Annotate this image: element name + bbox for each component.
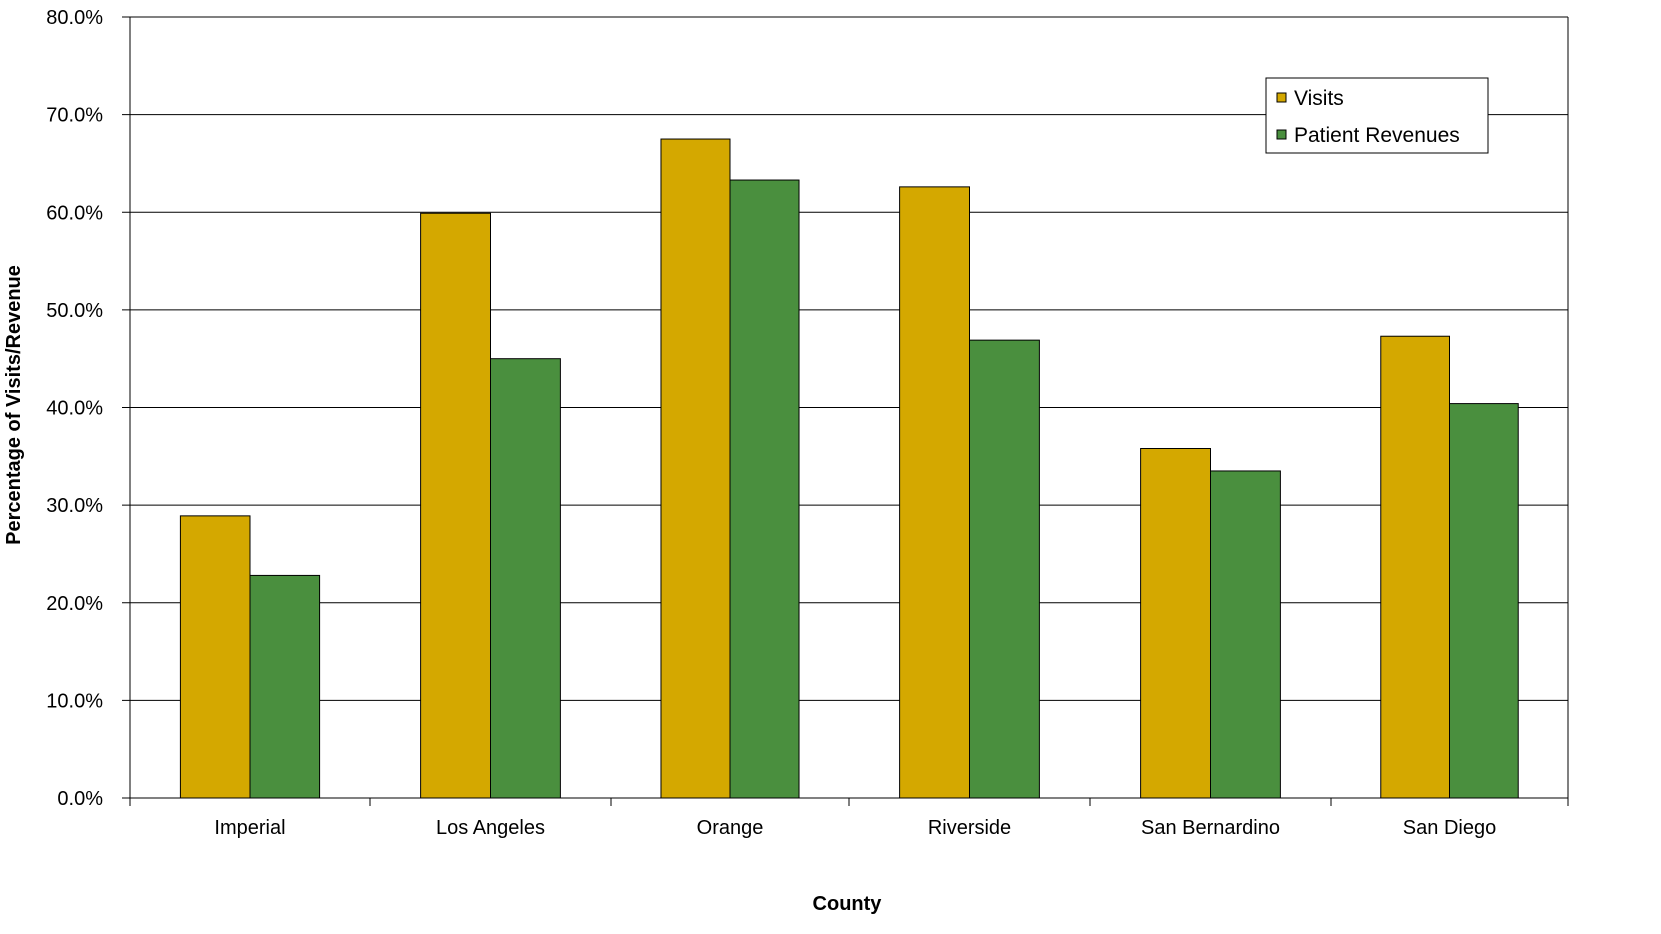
x-tick-label: Los Angeles (436, 817, 545, 839)
bar-visits (899, 186, 970, 799)
y-tick-label: 40.0% (46, 398, 103, 420)
y-tick-label: 20.0% (46, 593, 103, 615)
x-tick-label: Orange (697, 817, 764, 839)
y-tick-label: 0.0% (57, 788, 103, 810)
legend-label-visits: Visits (1294, 87, 1344, 110)
x-axis-title: County (813, 893, 883, 915)
bar-patient-revenues (490, 358, 561, 799)
bar-patient-revenues (969, 339, 1040, 799)
x-tick-label: San Bernardino (1141, 817, 1280, 839)
x-tick-label: Riverside (928, 817, 1011, 839)
y-tick-label: 30.0% (46, 495, 103, 517)
bar-visits (420, 212, 491, 799)
tick-labels: 0.0% 10.0% 20.0% 30.0% 40.0% 50.0% 60.0% 70.0% 8… (46, 7, 1496, 839)
y-tick-label: 50.0% (46, 300, 103, 322)
bar-patient-revenues (1210, 470, 1281, 799)
y-tick-label: 70.0% (46, 105, 103, 127)
bar-patient-revenues (729, 179, 800, 799)
y-tick-label: 80.0% (46, 7, 103, 29)
legend-box (1265, 77, 1489, 154)
axes (122, 16, 1569, 806)
x-tick-label: Imperial (214, 817, 285, 839)
bar-patient-revenues (249, 574, 321, 799)
bar-visits (1140, 448, 1211, 799)
legend: Visits Patient Revenues (1265, 77, 1489, 154)
legend-swatch-patient-revenues (1276, 129, 1287, 140)
legend-label-patient-revenues: Patient Revenues (1294, 124, 1460, 147)
bar-visits (179, 515, 251, 799)
y-tick-label: 10.0% (46, 690, 103, 712)
gridlines (130, 114, 1568, 701)
bar-patient-revenues (1449, 403, 1519, 799)
bar-visits (1380, 335, 1451, 799)
y-axis-title: Percentage of Visits/Revenue (3, 265, 25, 545)
bar-visits (660, 138, 731, 799)
x-tick-label: San Diego (1403, 817, 1496, 839)
y-tick-label: 60.0% (46, 202, 103, 224)
legend-swatch-visits (1276, 92, 1287, 103)
bars (179, 138, 1519, 799)
